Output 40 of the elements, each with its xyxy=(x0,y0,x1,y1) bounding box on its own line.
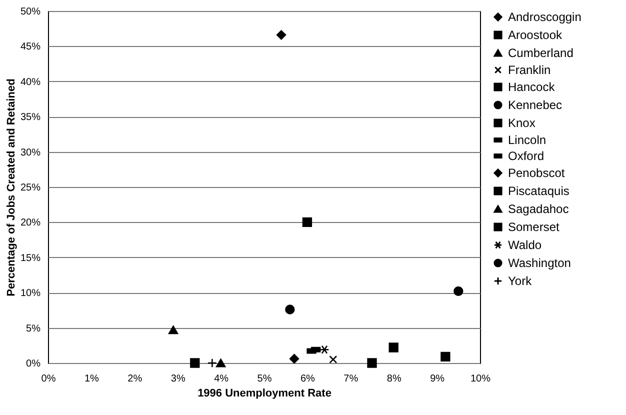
legend-label: Waldo xyxy=(508,238,542,252)
legend-label: Kennebec xyxy=(508,98,562,112)
legend-label: Cumberland xyxy=(508,46,574,60)
y-axis-title: Percentage of Jobs Created and Retained xyxy=(5,78,18,296)
legend-label: York xyxy=(508,274,533,288)
legend-label: Somerset xyxy=(508,220,560,234)
legend-label: Androscoggin xyxy=(508,10,582,24)
legend-label: Piscataquis xyxy=(508,184,570,198)
legend-label: Washington xyxy=(508,256,571,270)
legend-label: Knox xyxy=(508,116,536,130)
legend-label: Oxford xyxy=(508,149,544,163)
x-tick-label: 10% xyxy=(470,374,491,384)
y-tick-label: 0% xyxy=(26,358,41,370)
y-tick-label: 40% xyxy=(20,76,41,88)
x-tick-label: 8% xyxy=(386,374,402,384)
y-tick-label: 20% xyxy=(20,218,41,229)
y-tick-label: 35% xyxy=(20,112,41,124)
legend-label: Hancock xyxy=(508,80,556,94)
legend-label: Penobscot xyxy=(508,166,566,180)
y-tick-label: 5% xyxy=(26,323,41,334)
legend-label: Franklin xyxy=(508,63,551,77)
y-tick-label: 30% xyxy=(20,147,41,158)
y-tick-label: 25% xyxy=(20,182,41,194)
y-tick-label: 10% xyxy=(20,288,41,300)
y-tick-label: 50% xyxy=(20,6,41,18)
x-tick-label: 0% xyxy=(41,374,56,384)
x-tick-label: 7% xyxy=(344,374,358,384)
x-tick-label: 5% xyxy=(257,374,272,384)
x-tick-label: 2% xyxy=(128,374,142,384)
y-tick-label: 45% xyxy=(20,42,41,53)
x-tick-label: 1% xyxy=(84,374,100,384)
x-tick-label: 4% xyxy=(214,374,229,384)
y-tick-label: 15% xyxy=(20,252,41,264)
legend-label: Sagadahoc xyxy=(508,202,569,216)
x-axis-title: 1996 Unemployment Rate xyxy=(198,388,332,400)
legend-label: Aroostook xyxy=(508,28,564,42)
x-tick-label: 6% xyxy=(300,374,316,384)
x-tick-label: 3% xyxy=(170,374,186,384)
x-tick-label: 9% xyxy=(430,374,445,384)
legend-label: Lincoln xyxy=(508,133,546,147)
